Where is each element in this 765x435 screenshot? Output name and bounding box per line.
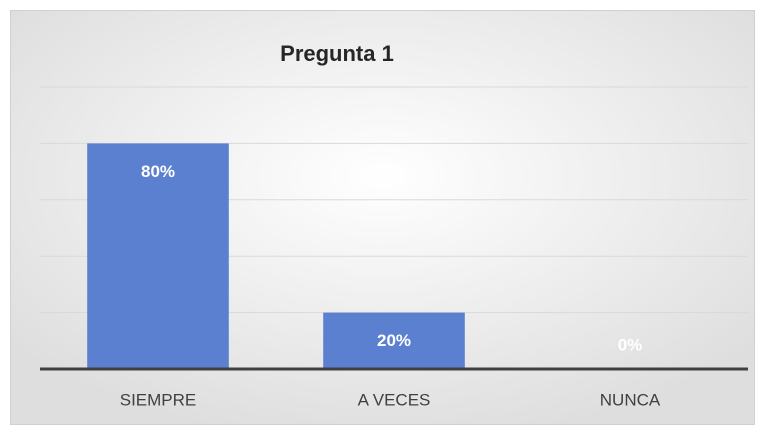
data-label: 0% (618, 335, 643, 354)
x-tick-label: A VECES (358, 390, 431, 409)
bar (323, 312, 465, 369)
data-label: 20% (377, 331, 411, 350)
chart-title: Pregunta 1 (280, 41, 394, 66)
x-tick-label: SIEMPRE (120, 390, 197, 409)
x-tick-label: NUNCA (600, 390, 661, 409)
bar (87, 143, 229, 369)
data-label: 80% (141, 162, 175, 181)
plot-area: SIEMPRE 80% A VECES 20% NUNCA 0% (40, 86, 748, 409)
